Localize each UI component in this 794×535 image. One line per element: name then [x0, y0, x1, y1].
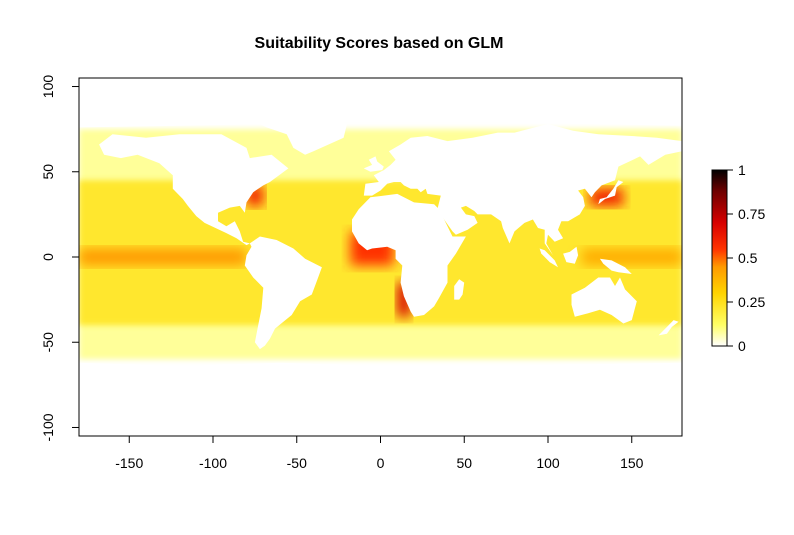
y-tick-label: 50 [40, 164, 56, 180]
x-tick-label: 0 [377, 455, 385, 471]
land-borneo [563, 246, 579, 264]
y-tick-label: -100 [40, 413, 56, 441]
land-madagascar [454, 279, 465, 300]
land-australia [571, 277, 637, 324]
heat-region-equatorial-pacific-band [79, 248, 247, 266]
x-tick-label: -100 [199, 455, 227, 471]
land-eurasia [363, 124, 682, 256]
colorbar: 0 0.25 0.5 0.75 1 [711, 162, 765, 354]
y-tick-label: -50 [40, 332, 56, 352]
x-tick-label: -50 [287, 455, 307, 471]
y-axis: -100 -50 0 50 100 [40, 75, 80, 441]
colorbar-tick-label: 1 [738, 162, 746, 178]
x-tick-label: -150 [115, 455, 143, 471]
x-tick-label: 50 [456, 455, 472, 471]
land-arctic-cap [79, 78, 682, 128]
land-south-america [244, 236, 322, 350]
colorbar-tick-label: 0.75 [738, 206, 765, 222]
land-africa [352, 193, 466, 317]
heat-region-equatorial-indopacific-band [581, 248, 682, 266]
colorbar-tick-label: 0.5 [738, 250, 758, 266]
chart-title: Suitability Scores based on GLM [255, 35, 504, 52]
land-new-guinea [599, 258, 632, 274]
land-layer [79, 78, 682, 436]
y-tick-label: 100 [40, 75, 56, 99]
y-tick-label: 0 [40, 253, 56, 261]
land-sumatra [539, 248, 558, 268]
land-new-zealand [658, 320, 679, 336]
land-antarctica [79, 362, 682, 436]
x-tick-label: 100 [536, 455, 560, 471]
land-north-america [99, 134, 289, 246]
colorbar-gradient [711, 169, 728, 347]
land-japan [598, 180, 624, 205]
land-british-isles [363, 156, 384, 172]
land-greenland [259, 115, 347, 155]
x-tick-label: 150 [620, 455, 644, 471]
x-axis: -150 -100 -50 0 50 100 150 [115, 435, 644, 471]
colorbar-tick-label: 0.25 [738, 294, 765, 310]
colorbar-tick-label: 0 [738, 338, 746, 354]
